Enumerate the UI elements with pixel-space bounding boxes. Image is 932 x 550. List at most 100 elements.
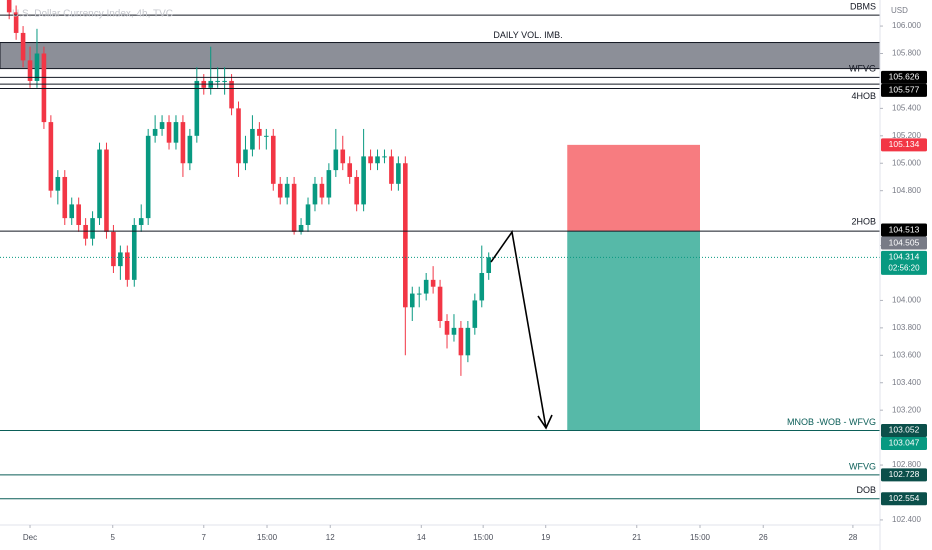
candle-body (326, 170, 332, 198)
candle-body (423, 279, 429, 294)
imbalance-zone (0, 42, 881, 70)
candle-body (145, 135, 151, 219)
price-tag-label: 103.052 (889, 425, 920, 435)
candle-body (298, 224, 304, 232)
candle-body (41, 53, 47, 123)
candle-body (131, 224, 137, 280)
candle-body (305, 204, 311, 225)
price-tag-label: 105.626 (889, 72, 920, 82)
x-tick-label: 15:00 (690, 533, 711, 542)
price-tag-label: 105.577 (889, 85, 920, 95)
arrow-head (537, 414, 553, 430)
y-tick-label: 106.000 (892, 21, 921, 30)
y-tick-label: 103.400 (892, 378, 921, 387)
target-zone (567, 231, 700, 431)
x-tick-label: Dec (23, 533, 37, 542)
candle-body (250, 128, 255, 150)
y-tick-label: 105.800 (892, 49, 921, 58)
candle-body (229, 80, 234, 109)
price-tag (881, 236, 927, 250)
candle-body (222, 80, 227, 82)
candle-body (340, 149, 346, 164)
currency-label: USD (891, 6, 908, 15)
level-label: DOB (856, 485, 876, 495)
price-tag-label: 102.728 (889, 469, 920, 479)
candle-body (430, 279, 436, 287)
y-tick-label: 104.000 (892, 296, 921, 305)
candle-body (90, 218, 95, 239)
candle-body (159, 122, 165, 129)
y-tick-label: 102.400 (892, 515, 921, 524)
candle-body (465, 327, 471, 356)
candle-body (62, 176, 68, 219)
y-tick-label: 103.800 (892, 323, 921, 332)
plot-area: DAILY VOL. IMB. DBMS WFVG 4HOB 2HOB MNOB -WOB… (0, 0, 881, 500)
price-tag (881, 468, 927, 482)
candle-body (97, 149, 102, 219)
candle-body (389, 156, 394, 184)
x-tick-label: 21 (632, 533, 641, 542)
candle-body (486, 257, 492, 273)
candle-body (396, 163, 401, 184)
y-tick-label: 103.200 (892, 405, 921, 414)
candle-body (347, 163, 353, 177)
candle-body (118, 252, 123, 267)
candle-body (166, 122, 172, 143)
stop-zone (567, 144, 700, 232)
candle-body (270, 135, 276, 184)
price-tag (881, 70, 927, 84)
candle-body (409, 293, 415, 308)
price-tag-label: 104.505 (889, 237, 920, 247)
y-tick-label: 105.000 (892, 158, 921, 167)
candle-body (194, 80, 200, 136)
price-tag (881, 250, 927, 275)
price-tag-label: 104.513 (889, 224, 920, 234)
price-tag-label: 105.134 (889, 139, 920, 149)
candle-body (277, 183, 283, 198)
candle-body (354, 176, 359, 205)
price-tag-label: 103.047 (889, 438, 920, 448)
candle-body (472, 300, 478, 328)
candle-body (111, 231, 116, 267)
x-tick-label: 15:00 (257, 533, 278, 542)
price-tag (881, 492, 927, 506)
candle-body (152, 128, 158, 136)
candle-body (13, 12, 19, 33)
candle-body (48, 122, 54, 191)
x-tick-label: 14 (417, 533, 426, 542)
zone-label: DAILY VOL. IMB. (493, 30, 562, 40)
price-tag (881, 138, 927, 152)
x-tick-label: 15:00 (473, 533, 494, 542)
candle-body (180, 122, 186, 164)
level-label: 2HOB (851, 216, 876, 226)
candle-body (403, 163, 408, 308)
candle-body (382, 156, 387, 158)
x-tick-label: 26 (759, 533, 768, 542)
x-tick-label: 28 (848, 533, 857, 542)
candle-body (187, 135, 193, 164)
price-tag (881, 423, 927, 437)
candle-body (20, 32, 26, 61)
level-label: WFVG (849, 64, 876, 74)
candle-body (375, 156, 380, 164)
candle-body (243, 149, 248, 164)
level-label: DBMS (850, 1, 876, 11)
projection-arrow (490, 229, 547, 429)
y-tick-label: 104.800 (892, 186, 921, 195)
candle-body (6, 0, 12, 13)
candle-body (69, 204, 75, 219)
candle-body (458, 327, 464, 356)
x-tick-label: 5 (111, 533, 116, 542)
candle-body (264, 135, 269, 137)
level-label: WFVG (849, 461, 876, 471)
chart-title: U.S. Dollar Currency Index, 4h, TVC (12, 9, 173, 20)
price-tag (881, 436, 927, 450)
candle-body (451, 327, 457, 335)
candle-body (444, 321, 450, 335)
candle-body (319, 183, 325, 198)
candle-body (34, 53, 40, 81)
price-tag (881, 83, 927, 97)
candle-body (83, 224, 88, 239)
